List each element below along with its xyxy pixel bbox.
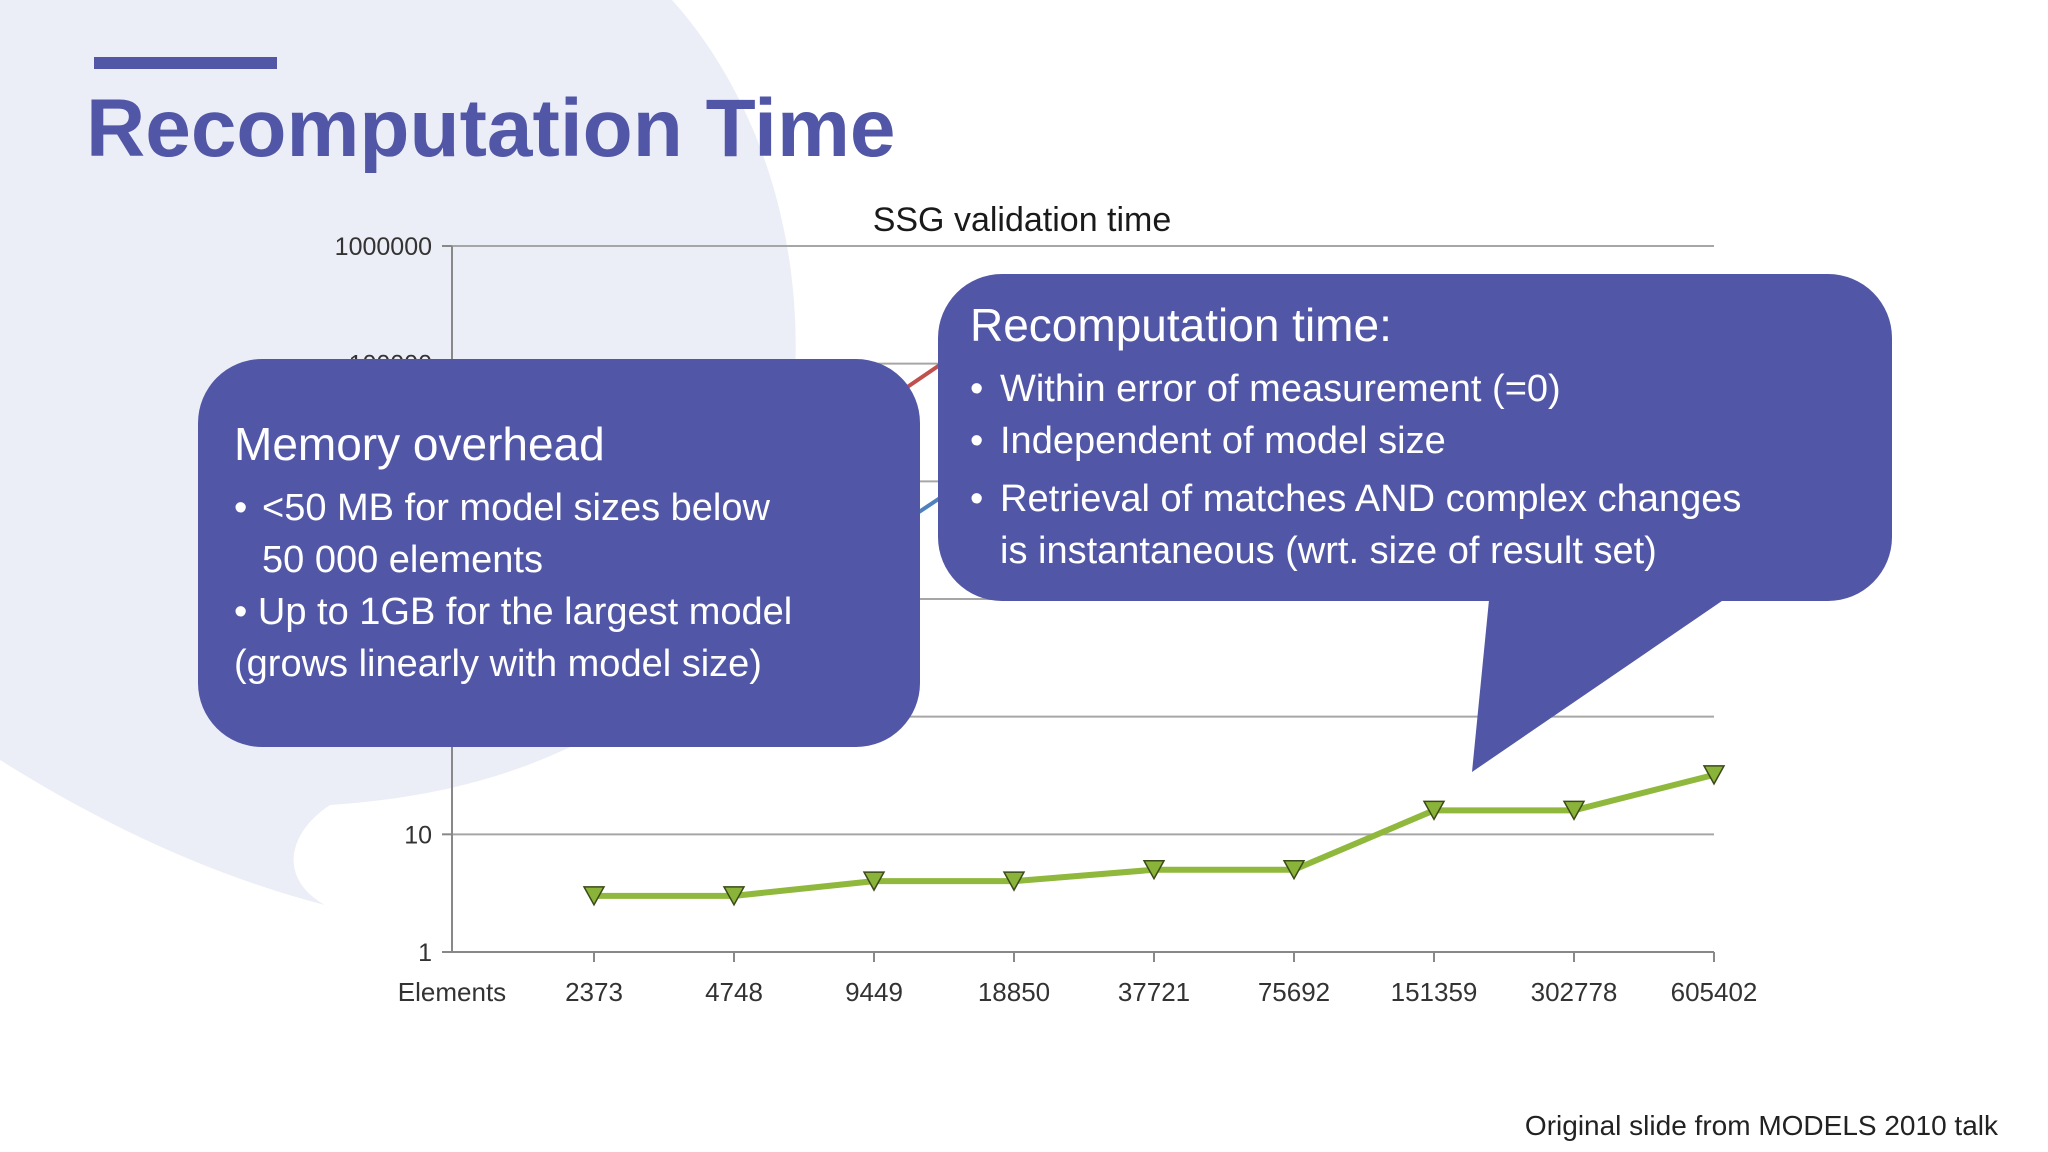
- chart-series: [582, 765, 1726, 907]
- x-tick-label: 151359: [1391, 977, 1478, 1007]
- x-tick-label: 302778: [1531, 977, 1618, 1007]
- recomputation-bullet-3-text: Retrieval of matches AND complex changes: [1000, 478, 1742, 521]
- x-tick-label: 9449: [845, 977, 903, 1007]
- recomputation-bullet-1: • Within error of measurement (=0): [970, 363, 1860, 415]
- recomputation-bullet-2: • Independent of model size: [970, 415, 1860, 467]
- bullet-dot-icon: •: [970, 478, 984, 521]
- bullet-dot-icon: •: [234, 487, 248, 530]
- y-tick-label: 1000000: [335, 233, 432, 261]
- data-point-marker: [1142, 860, 1166, 881]
- y-tick-label: 1: [418, 939, 432, 967]
- recomputation-callout-heading: Recomputation time:: [970, 299, 1392, 351]
- memory-overhead-callout: Memory overhead • <50 MB for model sizes …: [198, 359, 920, 747]
- bullet-dot-icon: •: [970, 420, 984, 463]
- memory-bullet-2-continued: (grows linearly with model size): [234, 638, 884, 690]
- recomputation-bullet-1-text: Within error of measurement (=0): [1000, 368, 1561, 411]
- x-tick-label: 75692: [1258, 977, 1330, 1007]
- x-tick-label: 18850: [978, 977, 1050, 1007]
- recomputation-bullet-3-continued: is instantaneous (wrt. size of result se…: [970, 525, 1860, 577]
- data-point-marker: [1422, 800, 1446, 821]
- x-axis-title: Elements: [398, 977, 506, 1007]
- recomputation-bullet-3-cont-text: is instantaneous (wrt. size of result se…: [1000, 530, 1657, 573]
- data-point-marker: [1562, 800, 1586, 821]
- data-point-marker: [722, 886, 746, 907]
- memory-bullet-2-text: Up to 1GB for the largest model: [257, 591, 793, 634]
- recomputation-time-callout: Recomputation time: • Within error of mea…: [938, 274, 1892, 601]
- memory-bullet-1-continued: 50 000 elements: [234, 534, 884, 586]
- memory-bullet-1-text: <50 MB for model sizes below: [262, 487, 770, 530]
- title-accent-bar: [94, 57, 277, 69]
- data-point-marker: [582, 886, 606, 907]
- memory-bullet-2-cont-text: (grows linearly with model size): [234, 643, 762, 686]
- x-tick-label: 37721: [1118, 977, 1190, 1007]
- x-axis-labels: 2373 4748 9449 18850 37721 75692 151359 302778 6…: [565, 977, 1757, 1007]
- bullet-dot-icon: •: [234, 591, 258, 634]
- chart-title: SSG validation time: [873, 201, 1172, 239]
- memory-bullet-1-cont-text: 50 000 elements: [262, 539, 543, 582]
- x-tick-label: 2373: [565, 977, 623, 1007]
- data-point-marker: [1002, 871, 1026, 892]
- x-tick-label: 605402: [1671, 977, 1758, 1007]
- memory-bullet-1: • <50 MB for model sizes below: [234, 482, 884, 534]
- y-tick-label: 10: [404, 821, 432, 849]
- memory-callout-list: • <50 MB for model sizes below 50 000 ele…: [234, 482, 884, 690]
- recomputation-bullet-3: • Retrieval of matches AND complex change…: [970, 473, 1860, 525]
- x-tick-label: 4748: [705, 977, 763, 1007]
- data-point-marker: [1282, 860, 1306, 881]
- recomputation-callout-list: • Within error of measurement (=0) • Indep…: [970, 363, 1860, 577]
- memory-bullet-2: • Up to 1GB for the largest model: [234, 586, 884, 638]
- slide-title: Recomputation Time: [86, 83, 896, 174]
- memory-callout-heading: Memory overhead: [234, 418, 605, 470]
- data-point-marker: [862, 871, 886, 892]
- bullet-dot-icon: •: [970, 368, 984, 411]
- recomputation-bullet-2-text: Independent of model size: [1000, 420, 1446, 463]
- footer-source-note: Original slide from MODELS 2010 talk: [1524, 1110, 1998, 1141]
